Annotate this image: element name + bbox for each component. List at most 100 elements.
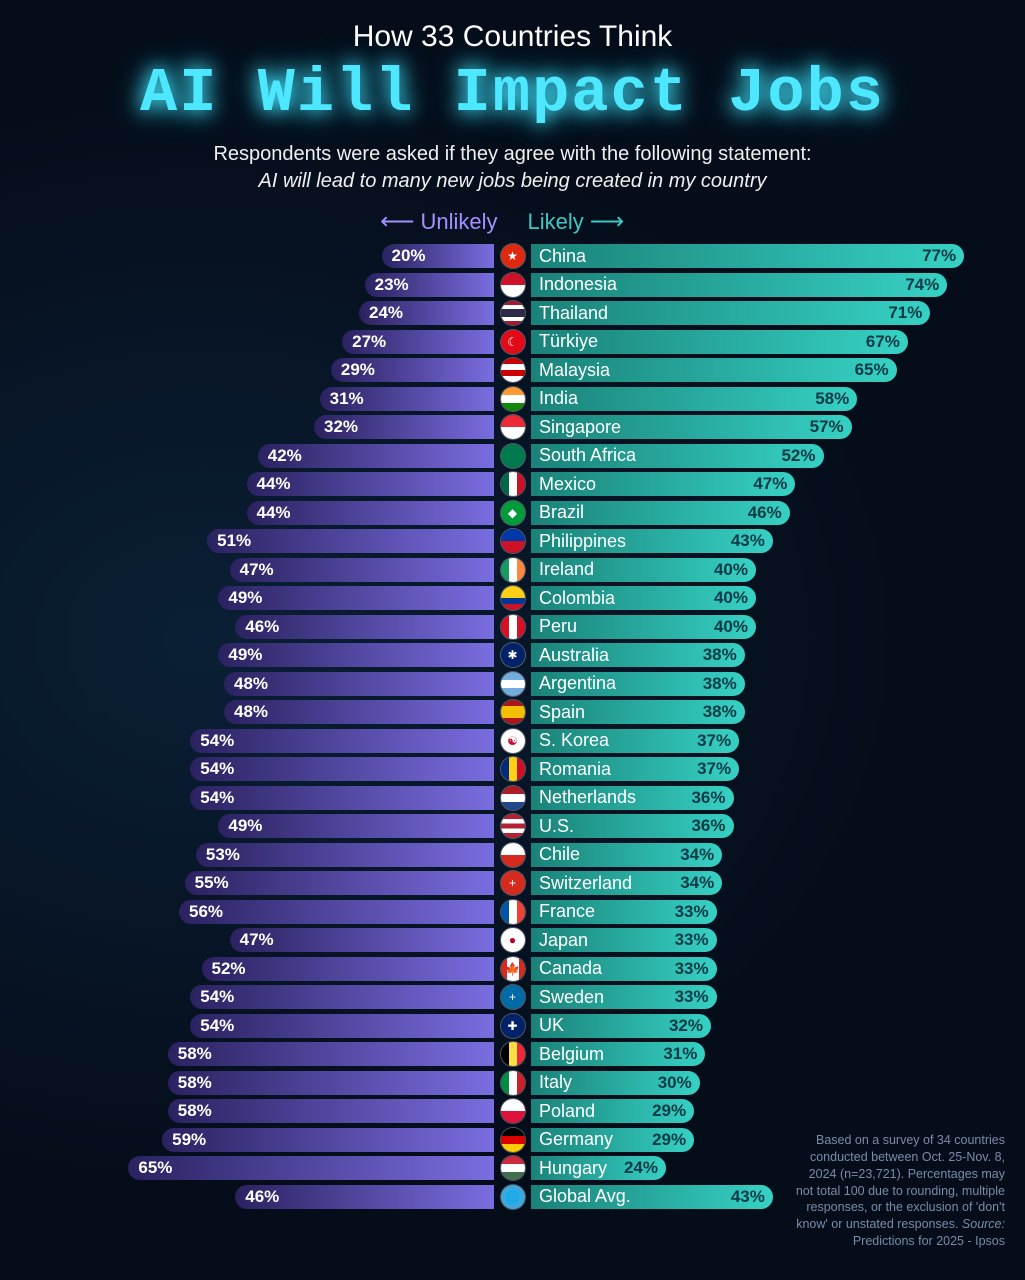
country-label: Philippines bbox=[539, 531, 626, 552]
likely-value: 71% bbox=[888, 303, 922, 323]
bar-likely: Italy 30% bbox=[531, 1071, 700, 1095]
flag-icon: 🌐 bbox=[501, 1185, 525, 1209]
likely-value: 33% bbox=[675, 987, 709, 1007]
chart-row: 54% +Sweden33% bbox=[30, 983, 995, 1012]
flag-icon bbox=[501, 672, 525, 696]
bar-unlikely: 48% bbox=[224, 700, 494, 724]
bar-unlikely: 42% bbox=[258, 444, 494, 468]
likely-value: 38% bbox=[703, 702, 737, 722]
flag-icon: + bbox=[501, 985, 525, 1009]
country-label: South Africa bbox=[539, 445, 636, 466]
chart-row: 58%Italy30% bbox=[30, 1069, 995, 1098]
country-label: Malaysia bbox=[539, 360, 610, 381]
likely-value: 34% bbox=[680, 845, 714, 865]
bar-unlikely: 47% bbox=[230, 558, 494, 582]
chart-row: 24%Thailand71% bbox=[30, 299, 995, 328]
bar-unlikely: 54% bbox=[190, 1014, 494, 1038]
country-label: Ireland bbox=[539, 559, 594, 580]
country-label: India bbox=[539, 388, 578, 409]
bar-unlikely: 27% bbox=[342, 330, 494, 354]
flag-icon bbox=[501, 814, 525, 838]
country-label: Italy bbox=[539, 1072, 572, 1093]
bar-unlikely: 58% bbox=[168, 1042, 494, 1066]
likely-value: 37% bbox=[697, 731, 731, 751]
bar-unlikely: 54% bbox=[190, 757, 494, 781]
country-label: Argentina bbox=[539, 673, 616, 694]
bar-likely: S. Korea 37% bbox=[531, 729, 739, 753]
likely-value: 38% bbox=[703, 674, 737, 694]
bar-likely: Thailand71% bbox=[531, 301, 930, 325]
bar-likely: Switzerland34% bbox=[531, 871, 722, 895]
likely-value: 40% bbox=[714, 588, 748, 608]
country-label: Colombia bbox=[539, 588, 615, 609]
bar-likely: Brazil46% bbox=[531, 501, 790, 525]
country-label: Spain bbox=[539, 702, 585, 723]
likely-value: 33% bbox=[675, 959, 709, 979]
bar-likely: Malaysia65% bbox=[531, 358, 897, 382]
flag-icon: + bbox=[501, 871, 525, 895]
flag-icon: ◆ bbox=[501, 501, 525, 525]
bar-unlikely: 54% bbox=[190, 985, 494, 1009]
bar-unlikely: 59% bbox=[162, 1128, 494, 1152]
bar-unlikely: 32% bbox=[314, 415, 494, 439]
bar-likely: Poland29% bbox=[531, 1099, 694, 1123]
pretitle: How 33 Countries Think bbox=[30, 20, 995, 54]
bar-unlikely: 49% bbox=[218, 643, 494, 667]
flag-icon bbox=[501, 757, 525, 781]
likely-value: 30% bbox=[658, 1073, 692, 1093]
likely-value: 24% bbox=[624, 1158, 658, 1178]
bar-likely: India58% bbox=[531, 387, 857, 411]
bar-likely: Romania37% bbox=[531, 757, 739, 781]
bar-likely: Sweden33% bbox=[531, 985, 717, 1009]
legend-unlikely: ⟵ Unlikely bbox=[30, 207, 498, 236]
chart-row: 56%France33% bbox=[30, 898, 995, 927]
flag-icon: ★ bbox=[501, 244, 525, 268]
bar-likely: Chile 34% bbox=[531, 843, 722, 867]
country-label: Belgium bbox=[539, 1044, 604, 1065]
chart-row: 44%Mexico47% bbox=[30, 470, 995, 499]
flag-icon bbox=[501, 1128, 525, 1152]
chart-row: 44%◆Brazil46% bbox=[30, 499, 995, 528]
arrow-left-icon: ⟵ bbox=[380, 207, 414, 236]
source-value: Predictions for 2025 - Ipsos bbox=[853, 1234, 1005, 1248]
country-label: Mexico bbox=[539, 474, 596, 495]
flag-icon bbox=[501, 586, 525, 610]
likely-value: 40% bbox=[714, 560, 748, 580]
country-label: S. Korea bbox=[539, 730, 609, 751]
country-label: Canada bbox=[539, 958, 602, 979]
country-label: Chile bbox=[539, 844, 580, 865]
flag-icon bbox=[501, 786, 525, 810]
bar-likely: Global Avg.43% bbox=[531, 1185, 773, 1209]
chart-row: 53%Chile34% bbox=[30, 841, 995, 870]
chart-row: 48% Argentina 38% bbox=[30, 670, 995, 699]
bar-likely: Argentina 38% bbox=[531, 672, 745, 696]
flag-icon bbox=[501, 700, 525, 724]
flag-icon bbox=[501, 1156, 525, 1180]
bar-likely: South Africa52% bbox=[531, 444, 824, 468]
chart-row: 32%Singapore57% bbox=[30, 413, 995, 442]
country-label: U.S. bbox=[539, 816, 574, 837]
bar-likely: Hungary24% bbox=[531, 1156, 666, 1180]
likely-value: 29% bbox=[652, 1130, 686, 1150]
chart-row: 46%Peru40% bbox=[30, 613, 995, 642]
footnote: Based on a survey of 34 countries conduc… bbox=[795, 1132, 1005, 1250]
flag-icon: ● bbox=[501, 928, 525, 952]
chart-row: 55%+Switzerland34% bbox=[30, 869, 995, 898]
chart-row: 47% Ireland 40% bbox=[30, 556, 995, 585]
bar-unlikely: 48% bbox=[224, 672, 494, 696]
likely-value: 32% bbox=[669, 1016, 703, 1036]
likely-value: 34% bbox=[680, 873, 714, 893]
bar-likely: Spain 38% bbox=[531, 700, 745, 724]
bar-likely: UK32% bbox=[531, 1014, 711, 1038]
legend-likely: Likely ⟶ bbox=[528, 207, 996, 236]
chart-row: 27%☾Türkiye67% bbox=[30, 328, 995, 357]
likely-value: 31% bbox=[663, 1044, 697, 1064]
country-label: Global Avg. bbox=[539, 1186, 631, 1207]
likely-value: 67% bbox=[866, 332, 900, 352]
flag-icon bbox=[501, 472, 525, 496]
bar-unlikely: 44% bbox=[247, 472, 495, 496]
chart-row: 54%✚UK32% bbox=[30, 1012, 995, 1041]
country-label: Poland bbox=[539, 1101, 595, 1122]
chart-row: 58% Belgium 31% bbox=[30, 1040, 995, 1069]
arrow-right-icon: ⟶ bbox=[590, 207, 624, 236]
